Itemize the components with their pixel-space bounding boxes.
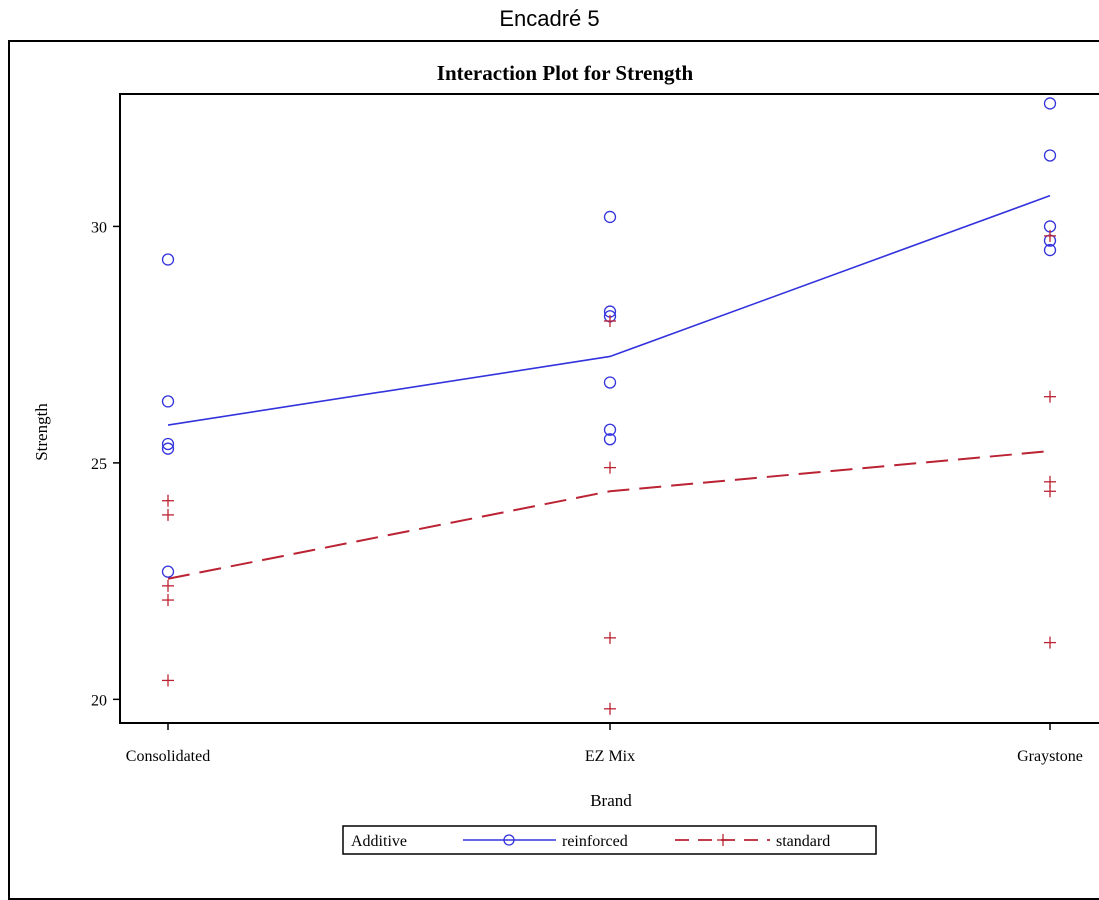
data-point-standard [604, 461, 616, 474]
interaction-plot: Interaction Plot for Strength 20 25 30 Con… [32, 61, 1099, 855]
data-point-reinforced [161, 253, 175, 266]
series-lines [167, 194, 1051, 580]
y-axis-label: Strength [32, 403, 51, 461]
data-point-reinforced [603, 423, 617, 436]
data-point-reinforced [161, 437, 175, 451]
data-point-reinforced [603, 376, 617, 389]
data-point-standard [604, 631, 616, 644]
y-tick-label: 30 [91, 219, 107, 236]
data-point-standard [162, 674, 174, 687]
y-tick-label: 25 [91, 456, 107, 473]
data-point-standard [162, 508, 174, 521]
data-point-standard [1044, 229, 1056, 242]
axes [119, 93, 1099, 724]
data-point-reinforced [1043, 149, 1057, 162]
data-point-reinforced [1043, 243, 1057, 257]
x-axis-label: Brand [590, 791, 632, 810]
legend-label-reinforced: reinforced [562, 833, 628, 850]
legend-title: Additive [351, 833, 407, 850]
x-tick-label: Graystone [1017, 748, 1083, 765]
series-points [161, 97, 1057, 715]
y-axis: 20 25 30 [91, 219, 120, 709]
x-axis: Consolidated EZ Mix Graystone [126, 723, 1083, 765]
series-line-standard [167, 450, 1051, 580]
x-tick-label: EZ Mix [585, 748, 635, 765]
legend: Additive reinforced standard [342, 825, 877, 855]
y-tick-label: 20 [91, 692, 107, 709]
series-line-reinforced [167, 194, 1051, 426]
data-point-standard [162, 494, 174, 507]
page-caption: Encadré 5 [499, 6, 600, 31]
data-point-standard [1044, 390, 1056, 403]
x-tick-label: Consolidated [126, 748, 210, 765]
data-point-standard [162, 579, 174, 592]
chart-frame: Interaction Plot for Strength 20 25 30 Con… [8, 40, 1099, 900]
data-point-reinforced [161, 442, 175, 455]
data-point-reinforced [1043, 97, 1057, 110]
chart-title: Interaction Plot for Strength [437, 61, 694, 85]
data-point-standard [1044, 636, 1056, 649]
data-point-reinforced [603, 210, 617, 224]
legend-box [342, 825, 877, 855]
legend-marker-circle-icon [503, 834, 515, 846]
data-point-reinforced [603, 433, 617, 446]
data-point-reinforced [161, 565, 175, 578]
data-point-standard [162, 594, 174, 607]
data-point-standard [1044, 485, 1056, 498]
data-point-standard [604, 315, 616, 328]
data-point-reinforced [161, 395, 175, 408]
legend-label-standard: standard [776, 833, 830, 850]
legend-marker-plus-icon [717, 834, 729, 846]
plot-area-frame [119, 93, 1099, 724]
data-point-standard [604, 702, 616, 715]
